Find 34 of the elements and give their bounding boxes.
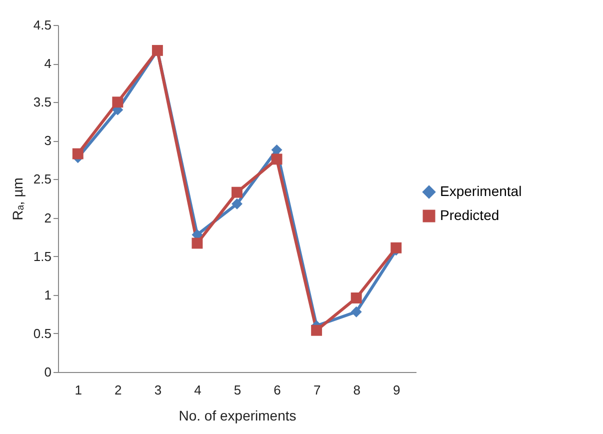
point [271, 154, 282, 165]
x-tick-label: 8 [353, 382, 360, 398]
y-tick-label: 2.5 [33, 172, 52, 187]
legend-label: Experimental [440, 183, 522, 199]
x-tick-label: 4 [194, 382, 202, 398]
point [232, 198, 242, 210]
y-tick-label: 4 [44, 56, 52, 72]
x-tick-label: 6 [274, 382, 281, 398]
x-tick-label: 5 [234, 382, 242, 398]
x-tick-label: 2 [114, 382, 122, 398]
point [72, 148, 84, 160]
point [271, 144, 282, 156]
x-tick-label: 7 [313, 382, 321, 398]
y-tick-label: 0 [44, 364, 52, 380]
point [311, 324, 322, 336]
y-tick-label: 3.5 [33, 94, 52, 110]
y-tick-label: 1 [44, 287, 52, 302]
point [192, 238, 203, 249]
x-tick-label: 1 [74, 382, 82, 398]
legend-label: Predicted [440, 207, 500, 223]
point [232, 186, 242, 198]
point [350, 292, 362, 304]
y-tick-label: 2 [44, 210, 52, 226]
y-tick-label: 1.5 [33, 248, 52, 264]
point [350, 306, 362, 318]
y-tick-label: 4.5 [33, 18, 52, 32]
y-axis-title: Rₐ, µm [9, 178, 26, 220]
y-tick-label: 3 [44, 133, 52, 148]
y-tick-label: 0.5 [33, 326, 52, 341]
x-axis-title: No. of experiments [178, 408, 296, 424]
point [112, 96, 124, 108]
x-tick-label: 3 [154, 382, 162, 398]
x-tick-label: 9 [392, 382, 400, 398]
point [390, 242, 402, 254]
